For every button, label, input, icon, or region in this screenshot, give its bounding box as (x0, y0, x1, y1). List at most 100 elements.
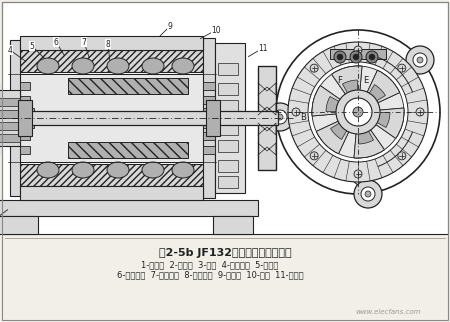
Circle shape (344, 98, 372, 126)
Bar (218, 140, 238, 152)
Ellipse shape (37, 58, 59, 74)
Bar (20, 96, 30, 104)
Circle shape (398, 152, 406, 160)
Circle shape (354, 46, 362, 54)
Wedge shape (358, 85, 386, 112)
Bar (0, 110, 20, 118)
Bar (20, 164, 203, 186)
Circle shape (276, 30, 440, 194)
Text: E: E (364, 75, 369, 84)
Circle shape (398, 64, 406, 72)
Bar (0, 122, 20, 130)
Bar (20, 120, 34, 128)
Bar (203, 132, 215, 140)
Ellipse shape (172, 58, 194, 74)
Bar (68, 78, 188, 94)
Bar (203, 120, 215, 128)
Text: www.elecfans.com: www.elecfans.com (355, 309, 421, 315)
Bar (203, 82, 215, 90)
Wedge shape (358, 70, 400, 112)
Bar (206, 100, 220, 136)
Circle shape (353, 54, 359, 60)
Bar (218, 63, 238, 75)
Text: 5: 5 (30, 42, 35, 51)
Text: 11: 11 (258, 43, 268, 52)
Wedge shape (358, 108, 404, 138)
Bar (20, 50, 203, 72)
Wedge shape (331, 112, 358, 139)
Bar (20, 74, 203, 118)
Ellipse shape (142, 58, 164, 74)
Text: 1-后端盖  2-集电环  3-电刷  4-电刷弹簧  5-电刷架: 1-后端盖 2-集电环 3-电刷 4-电刷弹簧 5-电刷架 (141, 260, 279, 269)
Wedge shape (316, 112, 358, 154)
Bar (258, 66, 276, 170)
Circle shape (365, 191, 371, 197)
Bar (0, 111, 278, 125)
Text: 4: 4 (8, 45, 13, 54)
Bar (20, 186, 203, 200)
Wedge shape (312, 86, 358, 116)
Bar (20, 118, 203, 162)
Bar (20, 108, 34, 116)
Bar (20, 146, 30, 154)
Circle shape (354, 180, 382, 208)
Bar (215, 43, 245, 193)
Circle shape (353, 107, 363, 117)
Bar (10, 40, 20, 196)
Bar (18, 100, 32, 136)
Bar (218, 83, 238, 95)
Text: 6-磁场绕组  7-定子绕组  8-定子铁心  9-前端盖  10-风扇  11-皮带轮: 6-磁场绕组 7-定子绕组 8-定子铁心 9-前端盖 10-风扇 11-皮带轮 (117, 270, 303, 279)
Text: 图2-5b JF132型交流发电机结构图: 图2-5b JF132型交流发电机结构图 (159, 248, 291, 258)
Text: 9: 9 (167, 22, 172, 31)
Circle shape (310, 152, 318, 160)
Wedge shape (354, 112, 384, 158)
Circle shape (417, 57, 423, 63)
Bar (218, 160, 238, 172)
Bar (68, 142, 188, 158)
Text: 6: 6 (54, 37, 58, 46)
Wedge shape (326, 97, 358, 112)
Circle shape (337, 54, 343, 60)
Text: 10: 10 (211, 25, 221, 34)
Bar (203, 96, 215, 104)
Ellipse shape (172, 162, 194, 178)
Wedge shape (358, 70, 400, 112)
Wedge shape (358, 112, 374, 144)
Circle shape (334, 51, 346, 63)
Bar (0, 98, 20, 106)
Bar (2, 2, 448, 234)
Ellipse shape (107, 162, 129, 178)
Ellipse shape (72, 162, 94, 178)
Circle shape (369, 54, 375, 60)
Text: B: B (300, 112, 306, 121)
Circle shape (366, 51, 378, 63)
Circle shape (350, 51, 362, 63)
Wedge shape (332, 66, 362, 112)
Wedge shape (332, 66, 362, 112)
Circle shape (354, 170, 362, 178)
Wedge shape (342, 80, 358, 112)
Wedge shape (312, 86, 358, 116)
Circle shape (277, 114, 283, 120)
Text: 7: 7 (81, 37, 86, 46)
Circle shape (361, 187, 375, 201)
Bar (218, 100, 238, 112)
Circle shape (336, 90, 380, 134)
Ellipse shape (72, 58, 94, 74)
Wedge shape (316, 112, 358, 154)
Text: F: F (338, 75, 342, 84)
Bar (213, 216, 253, 234)
Circle shape (266, 103, 294, 131)
Text: 8: 8 (106, 40, 110, 49)
Circle shape (406, 46, 434, 74)
Bar (20, 36, 203, 50)
Bar (218, 176, 238, 188)
Circle shape (312, 66, 404, 158)
Circle shape (413, 53, 427, 67)
Bar (0, 216, 38, 234)
Ellipse shape (107, 58, 129, 74)
Bar (203, 38, 215, 198)
Bar (203, 146, 215, 154)
Wedge shape (358, 108, 404, 138)
Bar (203, 108, 215, 116)
